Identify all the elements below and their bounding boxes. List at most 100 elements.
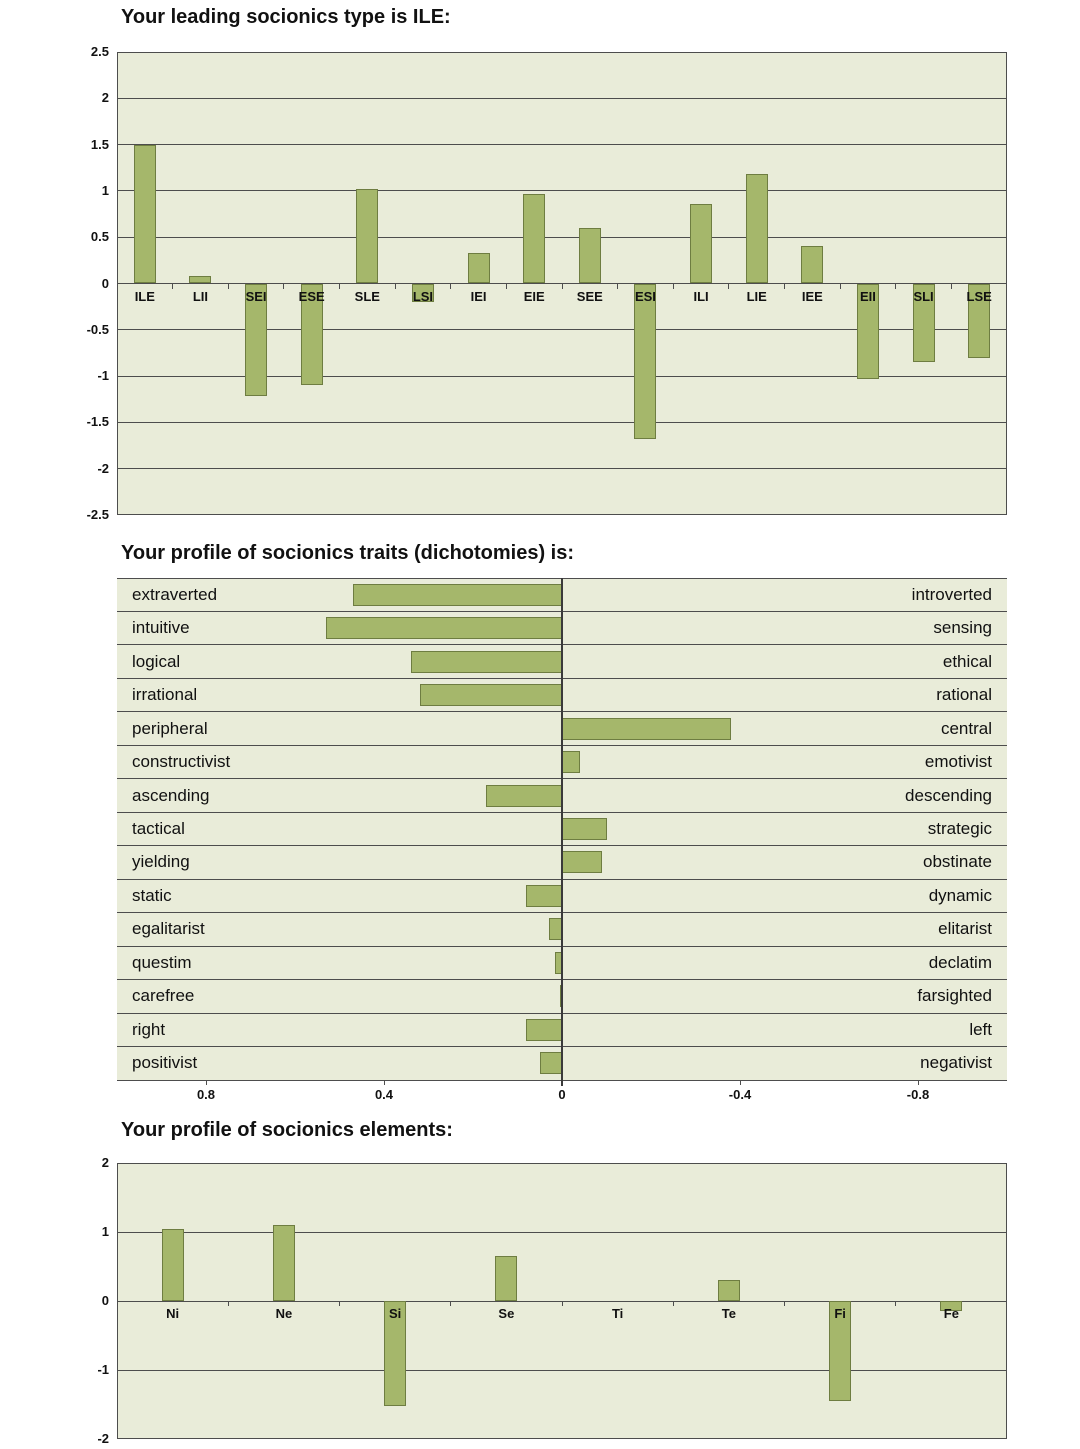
trait-label-strategic: strategic (927, 819, 992, 838)
axis-tick (172, 283, 174, 289)
axis-tick (339, 283, 340, 289)
y-tick-label: -2.5 (86, 507, 109, 522)
category-label-se: Se (498, 1306, 515, 1321)
bar-lii (189, 276, 212, 284)
trait-label-declatim: declatim (928, 952, 992, 972)
category-label-si: Si (388, 1306, 402, 1321)
x-tick (917, 1080, 919, 1085)
bar-si (384, 1301, 407, 1406)
trait-label-constructivist: constructivist (132, 752, 231, 772)
trait-label-sensing: sensing (933, 618, 992, 638)
gridline (117, 97, 1007, 99)
x-tick-label: 0.4 (374, 1087, 394, 1102)
axis-tick (450, 283, 452, 289)
y-tick-label: 2.5 (90, 44, 109, 59)
axis-tick (895, 283, 897, 289)
axis-tick (394, 283, 396, 289)
trait-label-dynamic: dynamic (928, 885, 992, 905)
bar-ni (161, 1228, 184, 1301)
gridline (117, 144, 1007, 146)
category-label-sli: SLI (913, 288, 934, 304)
trait-bar-yielding (562, 851, 603, 874)
axis-tick (950, 283, 952, 289)
axis-tick (839, 283, 841, 289)
category-label-ne: Ne (275, 1306, 293, 1321)
category-label-esi: ESI (634, 288, 656, 304)
gridline (117, 236, 1007, 238)
x-tick (383, 1080, 385, 1085)
trait-label-ascending: ascending (132, 785, 210, 805)
category-label-te: Te (721, 1306, 736, 1321)
bar-ile (133, 144, 156, 284)
axis-tick (227, 1301, 229, 1306)
y-tick-label: -2 (97, 460, 109, 476)
axis-tick (227, 283, 229, 289)
gridline (117, 421, 1007, 423)
x-tick (739, 1080, 741, 1085)
bar-te (717, 1280, 740, 1301)
trait-label-emotivist: emotivist (924, 752, 992, 772)
trait-label-egalitarist: egalitarist (132, 919, 205, 939)
y-tick-label: 1.5 (90, 136, 109, 152)
y-tick-label: -1 (97, 368, 109, 384)
axis-tick (895, 1301, 897, 1306)
category-label-lii: LII (192, 288, 209, 304)
trait-label-elitarist: elitarist (938, 919, 992, 939)
category-label-eii: EII (859, 288, 876, 304)
category-label-eie: EIE (523, 288, 545, 304)
category-label-ese: ESE (298, 288, 325, 304)
axis-tick (561, 283, 563, 289)
elements-chart-title: Your profile of socionics elements: (121, 1119, 453, 1141)
y-tick-label: -1.5 (86, 414, 109, 430)
axis-tick (561, 1301, 563, 1306)
trait-bar-tactical (562, 818, 607, 840)
trait-label-farsighted: farsighted (917, 986, 992, 1006)
category-label-iei: IEI (470, 288, 487, 304)
bar-fi (829, 1301, 852, 1402)
bar-sli (912, 283, 935, 363)
y-tick-label: -0.5 (86, 321, 109, 337)
trait-label-irrational: irrational (132, 685, 198, 705)
bar-eii (856, 283, 879, 379)
category-label-ili: ILI (693, 288, 709, 304)
axis-tick (672, 1301, 674, 1306)
trait-bar-constructivist (562, 751, 580, 774)
bar-see (578, 227, 601, 284)
trait-label-descending: descending (905, 785, 992, 805)
x-tick-label: -0.4 (728, 1087, 752, 1102)
category-label-ti: Ti (611, 1306, 624, 1321)
bar-fe (940, 1301, 963, 1312)
trait-label-intuitive: intuitive (132, 618, 190, 638)
category-label-lie: LIE (746, 288, 767, 304)
y-tick-label: 0.5 (90, 229, 109, 245)
trait-label-ethical: ethical (942, 651, 992, 671)
bar-ese (300, 283, 323, 386)
trait-label-static: static (132, 885, 172, 905)
category-label-iee: IEE (801, 288, 823, 304)
trait-label-rational: rational (936, 685, 992, 705)
y-tick-label: 0 (101, 275, 109, 291)
category-label-lse: LSE (966, 288, 992, 304)
x-tick (205, 1080, 207, 1085)
y-tick-label: 2 (101, 1155, 109, 1170)
trait-bar-right (526, 1018, 562, 1041)
axis-tick (283, 283, 285, 289)
axis-tick (728, 283, 730, 289)
category-label-fi: Fi (834, 1306, 846, 1321)
gridline (117, 1369, 1007, 1371)
axis-tick (784, 1301, 785, 1306)
bar-sle (356, 189, 379, 284)
category-label-ile: ILE (134, 288, 155, 304)
trait-label-yielding: yielding (132, 852, 190, 872)
y-tick-label: 2 (101, 90, 109, 106)
trait-label-left: left (969, 1019, 992, 1039)
trait-bar-ascending (486, 784, 562, 807)
bar-lse (968, 283, 991, 358)
gridline (117, 375, 1007, 377)
trait-label-peripheral: peripheral (132, 718, 208, 738)
axis-tick (784, 283, 785, 289)
category-label-sei: SEI (245, 288, 267, 304)
gridline (117, 329, 1007, 331)
x-tick-label: 0.8 (196, 1087, 216, 1102)
